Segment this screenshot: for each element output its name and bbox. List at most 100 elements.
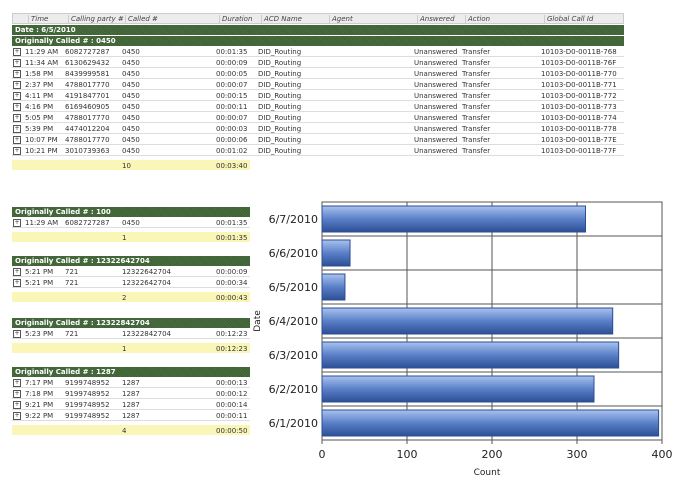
cell: 5:21 PM (25, 279, 54, 287)
table-row[interactable]: +4:16 PM 6169460905 0450 00:00:11 DID_Routin… (12, 101, 624, 112)
cell: 5:39 PM (25, 125, 54, 133)
expand-icon[interactable]: + (13, 59, 21, 67)
expand-icon[interactable]: + (13, 330, 21, 338)
expand-icon[interactable]: + (13, 136, 21, 144)
table-row[interactable]: +10:21 PM 3010739363 0450 00:01:02 DID_Routi… (12, 145, 624, 156)
cell: 0450 (122, 147, 140, 155)
cell: DID_Routing (258, 48, 302, 56)
cell: 4788017770 (65, 114, 110, 122)
table-row[interactable]: +10:07 PM 4788017770 0450 00:00:06 DID_Routi… (12, 134, 624, 145)
cell: Transfer (462, 81, 491, 89)
column-header[interactable]: Duration (219, 15, 252, 24)
cell: Transfer (462, 92, 491, 100)
table-row[interactable]: +7:18 PM 9199748952 1287 00:00:12 (12, 388, 250, 399)
table-row[interactable]: +5:05 PM 4788017770 0450 00:00:07 DID_Routin… (12, 112, 624, 123)
cell: 10103-D0-0011B-768 (541, 48, 617, 56)
table-row[interactable]: +5:21 PM 721 12322642704 00:00:34 (12, 277, 250, 288)
cell: 1287 (122, 390, 140, 398)
expand-icon[interactable]: + (13, 70, 21, 78)
cell: 10103-D0-0011B-773 (541, 103, 617, 111)
total-count: 10 (122, 162, 131, 170)
expand-icon[interactable]: + (13, 401, 21, 409)
table-header: Time Calling party # Called # Duration ACD N… (12, 13, 624, 24)
group-0: Date : 6/5/2010 Originally Called # : 045… (12, 25, 624, 170)
expand-icon[interactable]: + (13, 81, 21, 89)
expand-icon[interactable]: + (13, 103, 21, 111)
total-duration: 00:03:40 (216, 162, 248, 170)
cell: 8439999581 (65, 70, 110, 78)
expand-icon[interactable]: + (13, 219, 21, 227)
group-3: Originally Called # : 12322842704 +5:23 P… (12, 318, 250, 353)
cell: 00:00:09 (216, 59, 248, 67)
cell: Unanswered (414, 70, 458, 78)
x-tick-label: 400 (652, 448, 673, 461)
cell: 9199748952 (65, 401, 110, 409)
expand-icon[interactable]: + (13, 390, 21, 398)
table-row[interactable]: +11:34 AM 6130629432 0450 00:00:09 DID_Routi… (12, 57, 624, 68)
table-row[interactable]: +11:29 AM 6082727287 0450 00:01:35 DID_Routi… (12, 46, 624, 57)
cell: 10103-D0-0011B-772 (541, 92, 617, 100)
cell: 0450 (122, 59, 140, 67)
cell: Unanswered (414, 147, 458, 155)
group-2: Originally Called # : 12322642704 +5:21 P… (12, 256, 250, 302)
column-header[interactable]: Action (465, 15, 490, 24)
expand-icon[interactable]: + (13, 92, 21, 100)
cell: 00:00:11 (216, 412, 248, 420)
table-row[interactable]: +9:22 PM 9199748952 1287 00:00:11 (12, 410, 250, 421)
cell: 4788017770 (65, 136, 110, 144)
total-count: 4 (122, 427, 127, 435)
y-tick-label: 6/2/2010 (269, 383, 318, 396)
group-header: Originally Called # : 100 (12, 207, 250, 217)
group-header: Originally Called # : 12322642704 (12, 256, 250, 266)
cell: DID_Routing (258, 81, 302, 89)
cell: 00:00:34 (216, 279, 248, 287)
table-row[interactable]: +7:17 PM 9199748952 1287 00:00:13 (12, 377, 250, 388)
cell: DID_Routing (258, 136, 302, 144)
table-row[interactable]: +5:39 PM 4474012204 0450 00:00:03 DID_Routin… (12, 123, 624, 134)
column-header[interactable]: Time (28, 15, 48, 24)
cell: 0450 (122, 219, 140, 227)
cell: Unanswered (414, 81, 458, 89)
table-row[interactable]: +2:37 PM 4788017770 0450 00:00:07 DID_Routin… (12, 79, 624, 90)
cell: 1287 (122, 401, 140, 409)
cell: 11:29 AM (25, 48, 59, 56)
cell: 00:00:06 (216, 136, 248, 144)
column-header[interactable]: Answered (417, 15, 455, 24)
expand-icon[interactable]: + (13, 268, 21, 276)
cell: 00:00:12 (216, 390, 248, 398)
expand-icon[interactable]: + (13, 125, 21, 133)
cell: DID_Routing (258, 147, 302, 155)
cell: 0450 (122, 70, 140, 78)
column-header[interactable]: ACD Name (261, 15, 302, 24)
column-header[interactable]: Called # (125, 15, 158, 24)
x-tick-label: 100 (397, 448, 418, 461)
bar (321, 307, 614, 335)
table-row[interactable]: +4:11 PM 4191847701 0450 00:00:15 DID_Routin… (12, 90, 624, 101)
total-count: 1 (122, 234, 127, 242)
column-header[interactable]: Global Call Id (544, 15, 593, 24)
cell: Unanswered (414, 59, 458, 67)
total-count: 1 (122, 345, 127, 353)
table-row[interactable]: +9:21 PM 9199748952 1287 00:00:14 (12, 399, 250, 410)
expand-icon[interactable]: + (13, 279, 21, 287)
cell: Unanswered (414, 125, 458, 133)
total-duration: 00:00:50 (216, 427, 248, 435)
expand-icon[interactable]: + (13, 379, 21, 387)
y-tick-label: 6/5/2010 (269, 281, 318, 294)
column-header[interactable]: Agent (329, 15, 353, 24)
expand-icon[interactable]: + (13, 412, 21, 420)
bar (321, 341, 620, 369)
table-row[interactable]: +5:23 PM 721 12322842704 00:12:23 (12, 328, 250, 339)
cell: 721 (65, 279, 79, 287)
column-header[interactable]: Calling party # (68, 15, 124, 24)
cell: 0450 (122, 136, 140, 144)
expand-icon[interactable]: + (13, 147, 21, 155)
cell: Transfer (462, 103, 491, 111)
table-row[interactable]: +5:21 PM 721 12322642704 00:00:09 (12, 266, 250, 277)
table-row[interactable]: +1:58 PM 8439999581 0450 00:00:05 DID_Routin… (12, 68, 624, 79)
cell: 10103-D0-0011B-770 (541, 70, 617, 78)
cell: 4:16 PM (25, 103, 54, 111)
expand-icon[interactable]: + (13, 114, 21, 122)
table-row[interactable]: +11:29 AM 6082727287 0450 00:01:35 (12, 217, 250, 228)
expand-icon[interactable]: + (13, 48, 21, 56)
